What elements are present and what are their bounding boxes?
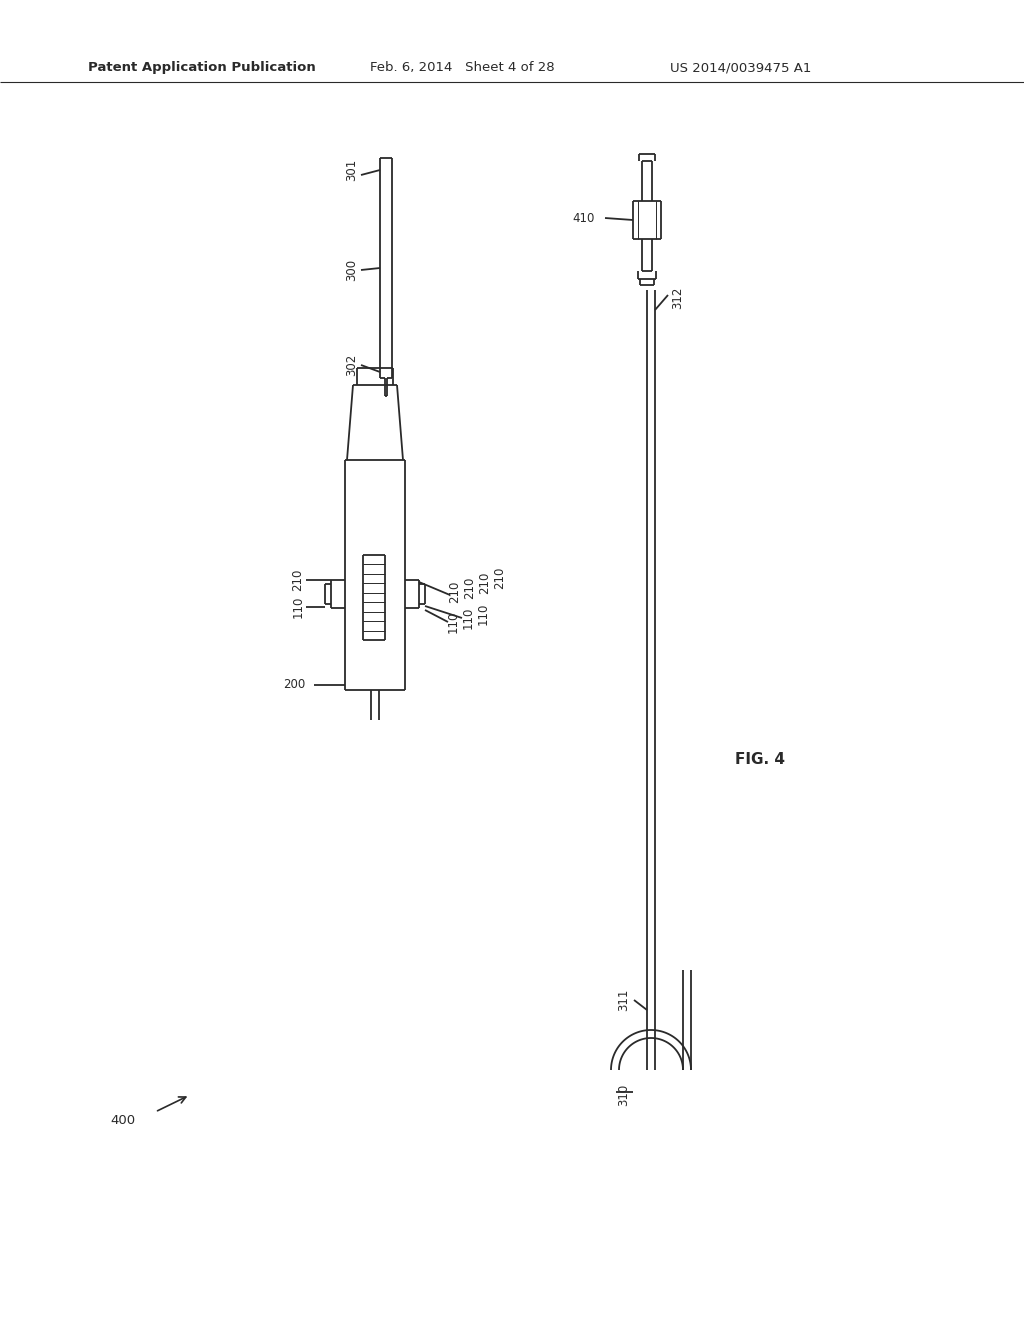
Text: US 2014/0039475 A1: US 2014/0039475 A1	[670, 62, 811, 74]
Text: 210: 210	[292, 569, 304, 591]
Text: 311: 311	[617, 989, 631, 1011]
Text: FIG. 4: FIG. 4	[735, 752, 785, 767]
Text: 302: 302	[345, 354, 358, 376]
Text: 210: 210	[494, 566, 507, 589]
Text: Patent Application Publication: Patent Application Publication	[88, 62, 315, 74]
Text: 110: 110	[292, 595, 304, 618]
Text: 312: 312	[672, 286, 684, 309]
Text: 110: 110	[462, 607, 474, 630]
Text: 210: 210	[464, 577, 476, 599]
Text: 410: 410	[572, 211, 595, 224]
Text: 110: 110	[476, 603, 489, 626]
Text: Feb. 6, 2014   Sheet 4 of 28: Feb. 6, 2014 Sheet 4 of 28	[370, 62, 555, 74]
Text: 300: 300	[345, 259, 358, 281]
Text: 210: 210	[478, 572, 492, 594]
Text: 200: 200	[283, 678, 305, 692]
Text: 301: 301	[345, 158, 358, 181]
Text: 210: 210	[449, 581, 462, 603]
Text: 310: 310	[617, 1084, 631, 1106]
Text: 400: 400	[110, 1114, 135, 1126]
Text: 110: 110	[446, 611, 460, 634]
